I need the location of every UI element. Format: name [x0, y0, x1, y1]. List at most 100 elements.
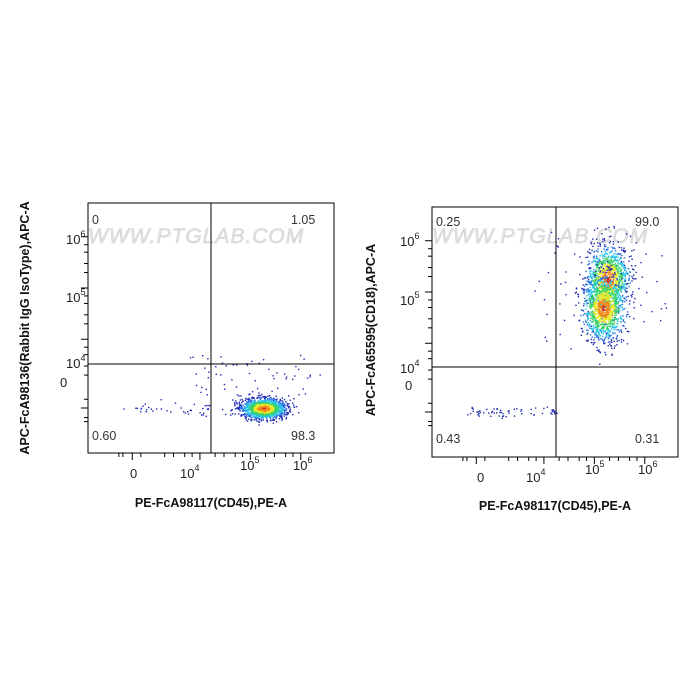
event-dot	[246, 398, 248, 400]
event-dot	[623, 297, 626, 299]
event-dot	[271, 400, 273, 402]
event-dot	[272, 419, 274, 421]
event-dot	[596, 227, 599, 230]
event-dot	[596, 297, 598, 300]
event-dot	[593, 286, 595, 289]
event-dot	[622, 272, 624, 274]
event-dot	[624, 275, 626, 277]
event-dot	[300, 354, 302, 357]
event-dot	[499, 409, 502, 412]
event-dot	[148, 406, 150, 409]
event-dot	[612, 320, 614, 322]
event-dot	[276, 412, 278, 414]
event-dot	[595, 285, 597, 287]
event-dot	[563, 319, 566, 322]
event-dot	[597, 262, 599, 264]
event-dot	[282, 402, 284, 404]
event-dot	[476, 411, 478, 413]
event-dot	[309, 376, 311, 378]
event-dot	[240, 406, 242, 408]
event-dot	[590, 303, 593, 305]
event-dot	[606, 272, 608, 274]
event-dot	[599, 275, 602, 278]
event-dot	[254, 401, 256, 403]
event-dot	[254, 412, 256, 414]
event-dot	[605, 313, 607, 315]
event-dot	[591, 312, 593, 314]
event-dot	[632, 268, 634, 270]
event-dot	[623, 261, 625, 263]
event-dot	[600, 278, 602, 280]
event-dot	[508, 409, 510, 412]
event-dot	[601, 253, 603, 256]
event-dot	[264, 400, 266, 402]
event-dot	[256, 409, 258, 411]
event-dot	[612, 292, 614, 294]
event-dot	[604, 321, 606, 324]
event-dot	[618, 286, 620, 288]
event-dot	[616, 336, 618, 338]
event-dot	[610, 311, 613, 314]
event-dot	[606, 327, 608, 329]
event-dot	[592, 343, 594, 346]
event-dot	[206, 394, 208, 396]
event-dot	[280, 406, 282, 408]
event-dot	[607, 345, 609, 347]
event-dot	[605, 323, 608, 325]
event-dot	[613, 287, 616, 289]
event-dot	[623, 325, 625, 327]
event-dot	[643, 321, 645, 323]
event-dot	[617, 291, 620, 293]
event-dot	[600, 320, 602, 323]
left-plot: WWW.PTGLAB.COM 0 104 105 106 0 104 105 1…	[18, 201, 335, 510]
event-dot	[249, 416, 252, 418]
event-dot	[616, 344, 618, 346]
event-dot	[256, 417, 258, 419]
event-dot	[604, 250, 606, 253]
event-dot	[588, 252, 590, 254]
event-dot	[599, 273, 602, 275]
event-dot	[279, 405, 282, 407]
event-dot	[261, 413, 263, 415]
event-dot	[252, 405, 254, 408]
event-dot	[612, 247, 614, 250]
event-dot	[262, 396, 264, 398]
event-dot	[611, 266, 614, 269]
event-dot	[589, 314, 592, 316]
event-dot	[601, 301, 604, 303]
right-x-tick-0: 0	[477, 470, 484, 485]
event-dot	[513, 408, 515, 410]
event-dot	[622, 265, 625, 267]
event-dot	[534, 407, 537, 409]
right-ticks	[425, 240, 646, 464]
event-dot	[232, 399, 234, 401]
event-dot	[601, 277, 604, 279]
event-dot	[486, 408, 488, 411]
event-dot	[624, 288, 626, 290]
event-dot	[608, 260, 611, 262]
event-dot	[599, 335, 602, 337]
event-dot	[195, 384, 198, 387]
event-dot	[602, 261, 605, 263]
event-dot	[547, 271, 550, 274]
event-dot	[278, 409, 280, 412]
event-dot	[270, 410, 273, 413]
event-dot	[260, 407, 263, 409]
event-dot	[274, 401, 277, 403]
event-dot	[586, 333, 588, 335]
event-dot	[602, 324, 604, 326]
event-dot	[281, 410, 283, 413]
event-dot	[260, 420, 262, 422]
event-dot	[604, 319, 606, 321]
event-dot	[274, 406, 276, 408]
event-dot	[627, 295, 629, 298]
event-dot	[256, 402, 259, 404]
event-dot	[620, 263, 622, 265]
event-dot	[608, 315, 610, 317]
event-dot	[251, 404, 253, 406]
event-dot	[618, 246, 620, 249]
event-dot	[603, 260, 605, 262]
event-dot	[237, 407, 239, 410]
event-dot	[593, 312, 595, 314]
event-dot	[304, 393, 307, 395]
